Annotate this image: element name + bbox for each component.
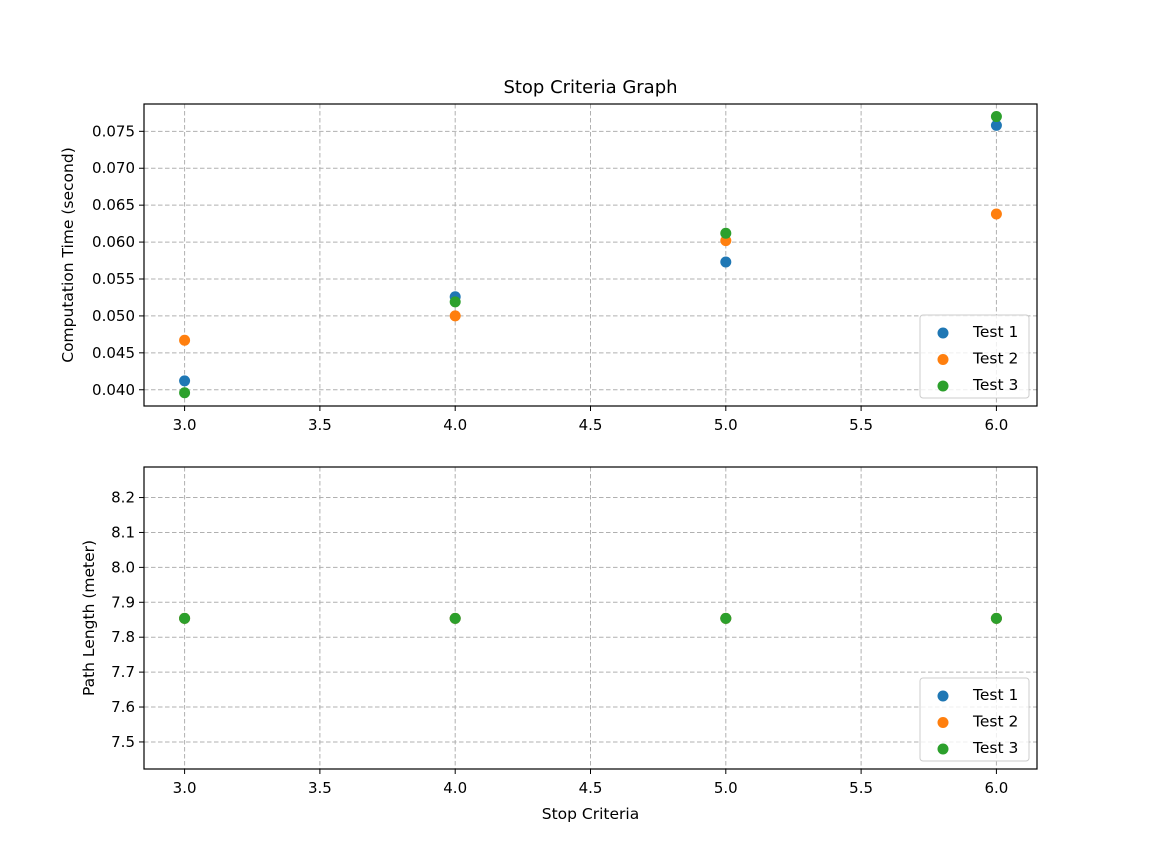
axes-frame xyxy=(143,466,1038,770)
x-tick-label: 3.0 xyxy=(173,779,197,797)
x-tick-label: 4.5 xyxy=(579,416,603,434)
y-tick-label: 0.055 xyxy=(92,270,135,288)
y-tick-label: 7.7 xyxy=(111,663,135,681)
legend: Test 1 Test 2 Test 3 xyxy=(919,314,1030,399)
series-2-point xyxy=(179,334,191,346)
x-tick-label: 6.0 xyxy=(984,779,1008,797)
x-tick-label: 3.0 xyxy=(173,416,197,434)
series-3-point xyxy=(179,612,191,624)
y-axis-label: Path Length (meter) xyxy=(80,540,98,696)
x-tick-label: 4.5 xyxy=(579,779,603,797)
y-tick-label: 0.060 xyxy=(92,233,135,251)
series-3-point xyxy=(449,612,461,624)
series-3-point xyxy=(990,111,1002,123)
legend-marker xyxy=(937,380,949,392)
legend-marker xyxy=(937,743,949,755)
x-tick-label: 5.0 xyxy=(714,779,738,797)
series-1-point xyxy=(179,375,191,387)
legend-label: Test 1 xyxy=(972,323,1018,341)
y-tick-label: 0.075 xyxy=(92,122,135,140)
y-tick-label: 8.0 xyxy=(111,558,135,576)
series-2-point xyxy=(449,310,461,322)
series-3-point xyxy=(179,387,191,399)
x-axis-label: Stop Criteria xyxy=(542,805,639,823)
x-tick-label: 5.5 xyxy=(849,779,873,797)
y-axis-label: Computation Time (second) xyxy=(59,147,77,363)
y-tick-label: 0.070 xyxy=(92,159,135,177)
y-tick-label: 7.6 xyxy=(111,698,135,716)
path-length-plot: 3.0 3.5 4.0 4.5 5.0 5.5 6.0 7.5 7.6 7.7 7.8 7.9 8.0 8… xyxy=(80,466,1038,823)
chart-title: Stop Criteria Graph xyxy=(503,77,677,98)
y-tick-label: 0.050 xyxy=(92,307,135,325)
y-tick-label: 8.2 xyxy=(111,489,135,507)
legend-label: Test 3 xyxy=(972,739,1018,757)
y-tick-label: 7.5 xyxy=(111,733,135,751)
y-tick-label: 7.8 xyxy=(111,628,135,646)
y-tick-label: 0.040 xyxy=(92,381,135,399)
series-2-point xyxy=(990,208,1002,220)
legend-marker xyxy=(937,354,949,365)
legend-label: Test 2 xyxy=(972,350,1018,368)
series-3-point xyxy=(990,612,1002,624)
y-tick-label: 0.065 xyxy=(92,196,135,214)
computation-time-plot: 3.0 3.5 4.0 4.5 5.0 5.5 6.0 0.040 0.045 0.050 0.05… xyxy=(59,77,1038,434)
x-tick-label: 4.0 xyxy=(443,779,467,797)
x-tick-label: 3.5 xyxy=(308,779,332,797)
legend-marker xyxy=(937,327,949,339)
series-3-point xyxy=(720,612,732,624)
axes-frame xyxy=(143,103,1038,407)
legend: Test 1 Test 2 Test 3 xyxy=(919,677,1030,762)
legend-marker xyxy=(937,690,949,702)
legend-marker xyxy=(937,717,949,728)
legend-label: Test 2 xyxy=(972,713,1018,731)
series-1-point xyxy=(990,119,1002,131)
y-tick-label: 8.1 xyxy=(111,523,135,541)
y-tick-label: 0.045 xyxy=(92,344,135,362)
x-tick-label: 3.5 xyxy=(308,416,332,434)
legend-label: Test 3 xyxy=(972,376,1018,394)
legend-label: Test 1 xyxy=(972,686,1018,704)
series-3-point xyxy=(720,227,732,239)
x-tick-label: 5.5 xyxy=(849,416,873,434)
x-tick-label: 4.0 xyxy=(443,416,467,434)
series-1-point xyxy=(720,256,732,268)
x-tick-label: 5.0 xyxy=(714,416,738,434)
series-3-point xyxy=(449,296,461,308)
x-tick-label: 6.0 xyxy=(984,416,1008,434)
y-tick-label: 7.9 xyxy=(111,593,135,611)
